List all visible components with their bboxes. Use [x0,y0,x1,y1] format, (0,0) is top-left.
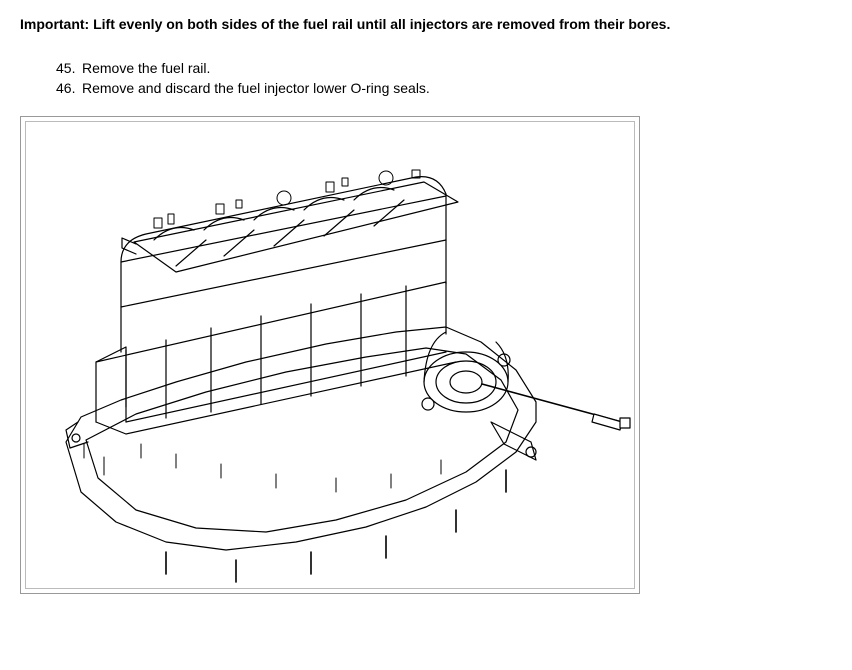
step-item: 46. Remove and discard the fuel injector… [56,80,832,96]
step-text: Remove the fuel rail. [82,60,210,76]
figure-inner [25,121,635,589]
step-text: Remove and discard the fuel injector low… [82,80,430,96]
step-number: 46. [56,80,82,96]
step-list: 45. Remove the fuel rail. 46. Remove and… [56,60,832,96]
step-number: 45. [56,60,82,76]
important-text: Lift evenly on both sides of the fuel ra… [93,16,670,32]
figure-container [20,116,640,594]
step-item: 45. Remove the fuel rail. [56,60,832,76]
important-note: Important: Lift evenly on both sides of … [20,16,832,32]
important-label: Important: [20,16,89,32]
intake-manifold-illustration [26,122,635,589]
